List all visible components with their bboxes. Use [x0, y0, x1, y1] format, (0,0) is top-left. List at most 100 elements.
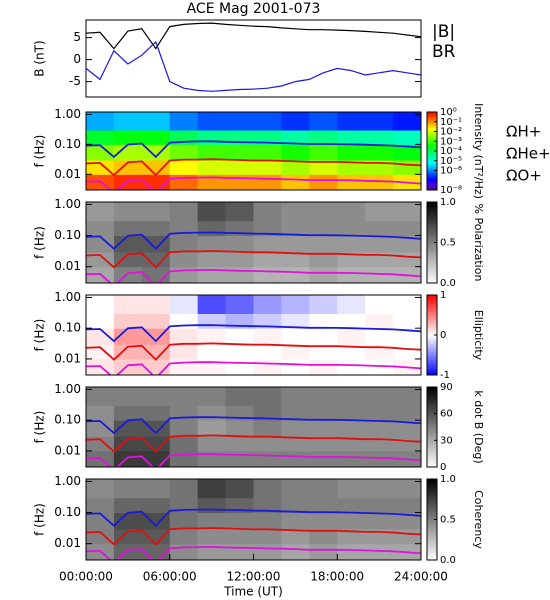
colorbar-slice	[427, 485, 437, 488]
heatmap-cell	[197, 497, 227, 514]
heatmap-cell	[281, 235, 310, 253]
colorbar-slice	[427, 176, 437, 179]
colorbar-slice	[427, 214, 437, 217]
heatmap-cell	[337, 235, 366, 253]
heatmap-cell	[113, 528, 143, 545]
heatmap-cell	[253, 405, 282, 421]
colorbar-slice	[427, 222, 437, 225]
heatmap-cell	[365, 543, 394, 560]
colorbar-tick-label: 0.5	[440, 238, 456, 249]
heatmap-cell	[197, 112, 227, 131]
colorbar-slice	[427, 543, 437, 547]
colorbar-slice	[427, 174, 437, 177]
colorbar-slice	[427, 403, 437, 406]
colorbar-slice	[427, 419, 437, 422]
colorbar-slice	[427, 129, 437, 132]
colorbar-slice	[427, 270, 437, 274]
colorbar-slice	[427, 461, 437, 464]
colorbar-slice	[427, 533, 437, 537]
heatmap-cell	[337, 436, 366, 452]
colorbar-tick-label: 10⁻¹	[440, 117, 462, 128]
heatmap-cell	[86, 130, 115, 145]
y-axis-label: f (Hz)	[33, 319, 47, 352]
colorbar-slice	[427, 443, 437, 446]
heatmap-cell	[253, 112, 282, 131]
series-line	[86, 342, 421, 361]
colorbar-slice	[427, 427, 437, 430]
heatmap-cell	[86, 420, 115, 437]
heatmap-cell	[141, 202, 171, 222]
heatmap-cell	[225, 235, 254, 253]
plot-area	[86, 22, 421, 92]
colorbar-slice	[427, 397, 437, 400]
heatmap-cell	[225, 251, 254, 268]
heatmap-cell	[253, 543, 282, 560]
heatmap-cell	[225, 160, 254, 175]
colorbar-slice	[427, 535, 437, 539]
x-tick-label: 18:00:00	[310, 570, 364, 584]
axes-frame	[85, 294, 422, 376]
heatmap-cell	[365, 202, 394, 222]
heatmap-cell	[141, 528, 171, 545]
colorbar-slice	[427, 333, 437, 336]
colorbar-tick-label: 0	[440, 462, 446, 473]
heatmap-cell	[365, 420, 394, 437]
series-line	[86, 361, 421, 375]
heatmap-cell	[169, 235, 199, 253]
heatmap-cell	[393, 344, 421, 360]
colorbar-slice	[427, 505, 437, 508]
colorbar-slice	[427, 507, 437, 510]
y-tick-label: 0.10	[54, 228, 81, 242]
colorbar-tick-label: 60	[440, 409, 453, 420]
colorbar-slice	[427, 515, 437, 518]
colorbar-tick-label: 10⁻⁴	[440, 146, 462, 157]
colorbar-slice	[427, 266, 437, 270]
heatmap-cell	[253, 420, 282, 437]
heatmap-cell	[281, 358, 310, 375]
colorbar-slice	[427, 387, 437, 390]
series-line	[86, 527, 421, 546]
colorbar-slice	[427, 513, 437, 516]
series-line	[86, 268, 421, 283]
colorbar-tick-label: 0.5	[440, 515, 456, 526]
colorbar-slice	[427, 417, 437, 420]
colorbar-slice	[427, 411, 437, 414]
heatmap-cell	[393, 328, 421, 345]
colorbar-slice	[427, 459, 437, 462]
heatmap-cell	[253, 174, 282, 190]
colorbar-slice	[427, 451, 437, 454]
colorbar-slice	[427, 309, 437, 312]
colorbar-slice	[427, 373, 437, 376]
heatmap-cell	[225, 528, 254, 545]
colorbar-slice	[427, 216, 437, 219]
heatmap-cell	[141, 405, 171, 421]
heatmap-cell	[86, 144, 115, 161]
heatmap-cell	[225, 344, 254, 360]
colorbar-slice	[427, 182, 437, 185]
heatmap-cell	[281, 512, 310, 530]
heatmap-cell	[141, 387, 171, 407]
heatmap-cell	[113, 112, 143, 131]
colorbar-slice	[427, 228, 437, 231]
heatmap-cell	[393, 528, 421, 545]
heatmap-cell	[225, 295, 254, 315]
colorbar-slice	[427, 303, 437, 306]
heatmap-cell	[393, 313, 421, 329]
colorbar-slice	[427, 186, 437, 189]
heatmap-cell	[281, 344, 310, 360]
heatmap-cell	[281, 174, 310, 190]
heatmap-cell	[365, 112, 394, 131]
heatmap-cell	[253, 497, 282, 514]
colorbar-slice	[427, 297, 437, 300]
colorbar-slice	[427, 232, 437, 235]
colorbar-slice	[427, 220, 437, 223]
colorbar-tick-label: 10⁰	[440, 107, 457, 118]
colorbar-slice	[427, 224, 437, 227]
heatmap-cell	[393, 512, 421, 530]
colorbar-slice	[427, 252, 437, 256]
colorbar-tick-label: 10⁻²	[440, 127, 462, 138]
y-axis-label: f (Hz)	[33, 135, 47, 168]
heatmap-cell	[197, 405, 227, 421]
colorbar-slice	[427, 240, 437, 243]
y-axis-label: B (nT)	[33, 40, 47, 76]
